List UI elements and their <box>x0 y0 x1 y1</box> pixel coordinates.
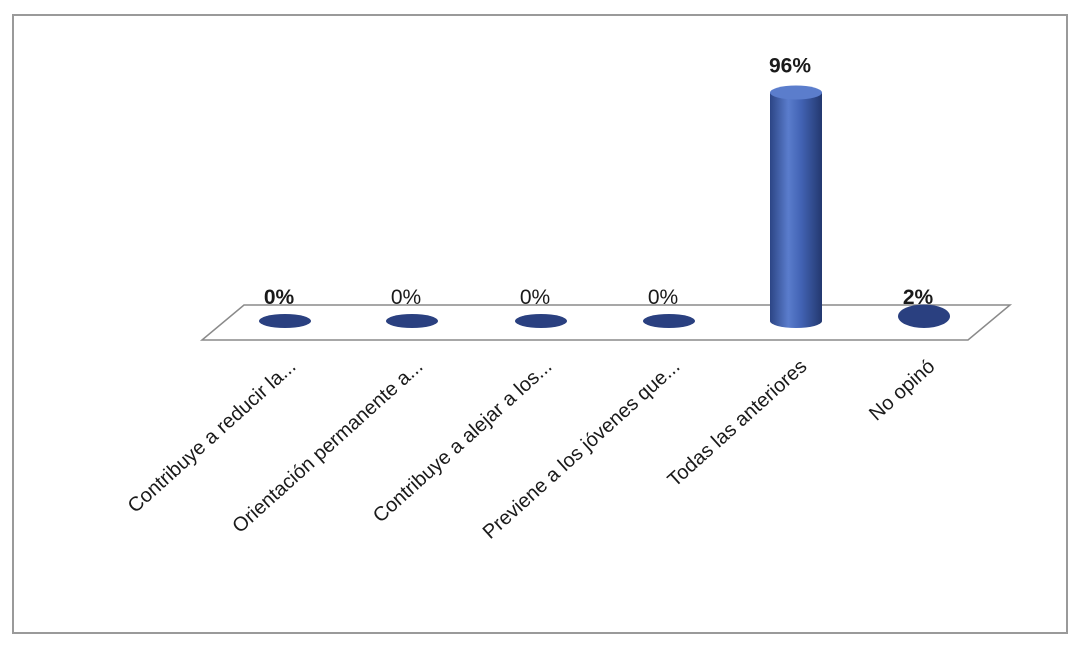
bar <box>515 314 567 328</box>
data-label: 0% <box>648 286 678 309</box>
data-label: 2% <box>903 286 934 309</box>
bar-body <box>770 92 822 329</box>
category-label: Todas las anteriores <box>664 355 812 491</box>
bar-base <box>259 314 311 328</box>
data-label: 0% <box>264 286 295 309</box>
bar-top <box>770 85 822 100</box>
bar-base <box>643 314 695 328</box>
bar-base <box>386 314 438 328</box>
data-label: 0% <box>391 286 421 309</box>
bar <box>259 314 311 328</box>
bar <box>898 304 950 328</box>
chart-floor <box>199 304 1013 341</box>
data-label: 0% <box>520 286 550 309</box>
data-label: 96% <box>769 55 811 78</box>
bar-base <box>515 314 567 328</box>
bar <box>643 314 695 328</box>
bar <box>386 314 438 328</box>
bar <box>770 85 822 329</box>
bar-base <box>898 304 950 328</box>
category-label: No opinó <box>865 355 939 425</box>
